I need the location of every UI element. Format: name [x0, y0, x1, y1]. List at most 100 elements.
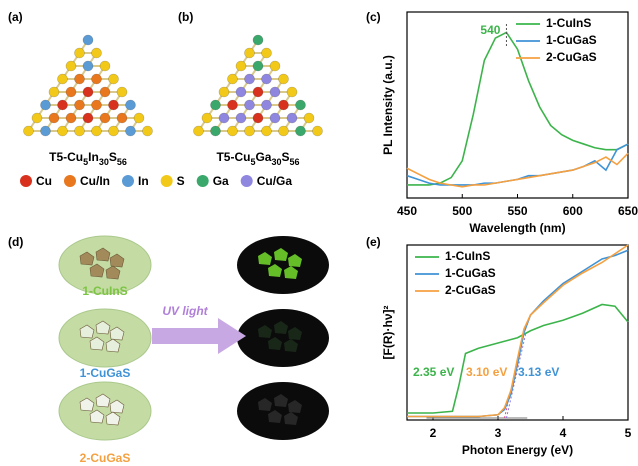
x-tick-label: 2 [430, 426, 437, 440]
atom [142, 125, 153, 137]
plot-frame [406, 244, 629, 421]
atom [40, 125, 51, 137]
atom [227, 99, 238, 111]
crystal [89, 409, 105, 424]
sample-photo [58, 235, 152, 295]
arrow [152, 318, 246, 354]
legend-label: 2-CuGaS [445, 283, 496, 297]
atom [261, 125, 272, 137]
legend-swatch [240, 175, 253, 187]
formula-part: T5-Cu [216, 150, 250, 164]
atom [108, 125, 119, 137]
legend-label: 2-CuGaS [546, 50, 597, 64]
crystal-glow [274, 248, 288, 261]
crystal-glow [288, 327, 302, 340]
x-tick-label: 500 [452, 204, 472, 218]
gap-annotation: 3.13 eV [518, 365, 559, 379]
crystal [89, 263, 105, 278]
legend-label: Cu/Ga [257, 174, 293, 188]
legend-swatch [122, 175, 134, 187]
atom [65, 112, 77, 124]
atom [269, 112, 281, 124]
atom [82, 60, 94, 72]
atom [91, 125, 102, 137]
atom [261, 99, 272, 111]
crystal [89, 336, 105, 351]
arrow-label: UV light [162, 304, 208, 318]
crystal-glow [284, 339, 298, 352]
x-tick-label: 450 [397, 204, 417, 218]
atom [295, 125, 306, 137]
crystal [95, 393, 111, 408]
atom [261, 73, 272, 85]
x-tick-label: 4 [560, 426, 567, 440]
atom [278, 73, 289, 85]
atom [48, 112, 60, 124]
crystal-glow [268, 410, 282, 423]
legend-swatch [160, 175, 173, 187]
atom [125, 125, 136, 137]
tangent [505, 332, 527, 419]
atom [278, 125, 289, 137]
x-tick-label: 5 [625, 426, 632, 440]
atom [116, 112, 128, 124]
atom [125, 99, 136, 111]
crystal [95, 320, 111, 335]
atom [252, 34, 264, 46]
atom [218, 86, 230, 98]
crystal [79, 251, 95, 266]
legend-swatch [196, 175, 209, 187]
atom [269, 60, 281, 72]
atom [91, 47, 102, 59]
sample-photo [58, 308, 152, 368]
sample-label: 1-CuInS [82, 284, 127, 298]
x-tick-label: 650 [618, 204, 638, 218]
atom [295, 99, 306, 111]
series-line [406, 152, 629, 188]
legend-label: Cu/In [80, 174, 110, 188]
atom [133, 112, 145, 124]
crystal-glow [284, 266, 298, 279]
formula-part: 5 [83, 157, 88, 167]
crystal-glow [284, 412, 298, 425]
atom [82, 86, 94, 98]
atom [218, 112, 230, 124]
crystal-glow [288, 254, 302, 267]
atom [252, 60, 264, 72]
crystal [79, 397, 95, 412]
structure-formula: T5-Cu5Ga30S56 [216, 150, 299, 167]
legend-label: In [138, 174, 149, 188]
atom [99, 86, 111, 98]
panel-label: (b) [178, 10, 193, 24]
uv-photo [237, 236, 329, 294]
gap-annotation: 3.10 eV [466, 365, 507, 379]
atom [244, 125, 255, 137]
atom [74, 73, 85, 85]
x-axis-label: Photon Energy (eV) [462, 443, 573, 457]
crystal-structure [193, 34, 323, 137]
panel-label: (a) [8, 10, 23, 24]
crystal-glow [274, 394, 288, 407]
atom [91, 99, 102, 111]
atom [210, 125, 221, 137]
series-line [407, 244, 629, 418]
atom [261, 47, 272, 59]
atom [48, 86, 60, 98]
gap-annotation: 2.35 eV [413, 365, 454, 379]
crystal [105, 265, 121, 280]
atom [74, 47, 85, 59]
atom [57, 99, 68, 111]
atom [303, 112, 315, 124]
legend-swatch [64, 175, 76, 187]
x-tick-label: 550 [507, 204, 527, 218]
crystal-glow [268, 337, 282, 350]
crystal-glow [274, 321, 288, 334]
atom [99, 60, 111, 72]
sample-label: 1-CuGaS [80, 366, 131, 380]
atom [235, 86, 247, 98]
crystal [95, 247, 111, 262]
atom [74, 125, 85, 137]
atom [82, 112, 94, 124]
atom [31, 112, 43, 124]
atom [286, 112, 298, 124]
